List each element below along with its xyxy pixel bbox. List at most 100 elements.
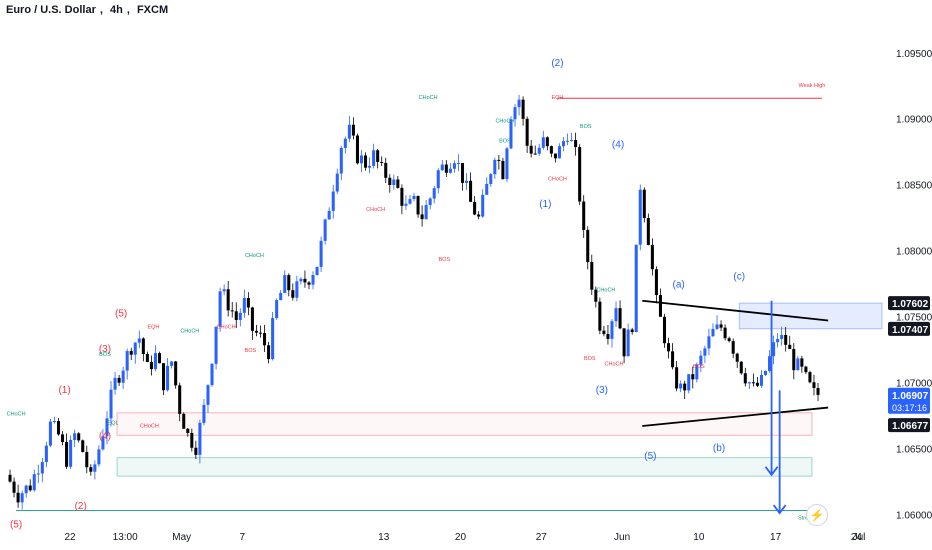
candle-body bbox=[125, 351, 129, 371]
annotation-label: (3) bbox=[596, 385, 608, 396]
candle-body bbox=[287, 275, 291, 291]
candle-body bbox=[202, 404, 206, 423]
candle-body bbox=[501, 160, 505, 180]
candle-body bbox=[24, 485, 28, 494]
candle-body bbox=[578, 147, 582, 202]
annotation-label: (1) bbox=[539, 199, 551, 210]
annotation-label: (3) bbox=[99, 344, 111, 355]
y-tick-label: 1.08000 bbox=[896, 247, 932, 258]
candle-body bbox=[715, 324, 719, 329]
x-tick-label: 24 bbox=[851, 532, 863, 543]
candle-body bbox=[557, 146, 561, 159]
candle-body bbox=[303, 278, 307, 283]
annotation-label: BOS bbox=[499, 138, 511, 144]
candle-body bbox=[772, 342, 776, 357]
candle-body bbox=[521, 99, 525, 119]
price-label-box bbox=[888, 418, 930, 433]
annotation-label: CHoCH bbox=[419, 95, 438, 101]
zone-rect bbox=[116, 412, 813, 436]
candle-body bbox=[258, 332, 263, 334]
candle-body bbox=[190, 432, 194, 448]
candle-body bbox=[101, 436, 105, 450]
candle-body bbox=[460, 163, 465, 183]
price-label-text: 1.06907 bbox=[892, 391, 929, 402]
annotation-label: BOS bbox=[580, 124, 592, 130]
candle-body bbox=[81, 440, 85, 452]
candle-body bbox=[254, 330, 258, 333]
candle-body bbox=[780, 334, 784, 340]
candle-body bbox=[113, 377, 117, 390]
annotation-label: CHoCH bbox=[495, 119, 514, 125]
candle-body bbox=[529, 145, 533, 154]
candle-body bbox=[311, 274, 315, 285]
candle-body bbox=[133, 342, 137, 355]
annotation-label: Weak High bbox=[799, 83, 826, 89]
candle-body bbox=[359, 155, 364, 164]
candle-body bbox=[469, 180, 473, 202]
price-label-text: 1.07602 bbox=[892, 299, 929, 310]
candle-body bbox=[16, 492, 20, 503]
candle-body bbox=[812, 382, 816, 388]
candle-body bbox=[485, 183, 489, 195]
candle-body bbox=[77, 433, 81, 441]
annotation-label: CHoCH bbox=[7, 411, 26, 417]
candle-body bbox=[614, 308, 618, 322]
candle-body bbox=[743, 373, 747, 384]
candle-body bbox=[141, 338, 145, 355]
candle-body bbox=[222, 289, 226, 292]
candle-body bbox=[598, 301, 602, 331]
candle-body bbox=[182, 413, 186, 429]
candle-body bbox=[586, 229, 590, 263]
candle-body bbox=[493, 159, 497, 175]
annotation-label: (2) bbox=[75, 501, 87, 512]
annotation-label: BOS bbox=[693, 364, 705, 370]
y-tick-label: 1.09000 bbox=[896, 115, 932, 126]
candle-body bbox=[170, 361, 174, 366]
candle-body bbox=[372, 150, 376, 166]
candle-body bbox=[384, 162, 388, 178]
candle-body bbox=[675, 367, 679, 389]
candle-body bbox=[428, 198, 432, 205]
candle-body bbox=[396, 179, 400, 188]
lightning-icon[interactable]: ⚡ bbox=[806, 504, 828, 526]
candle-body bbox=[687, 374, 691, 391]
candle-body bbox=[8, 474, 12, 482]
candle-body bbox=[768, 356, 772, 371]
price-label-box bbox=[888, 296, 930, 311]
candle-body bbox=[157, 353, 162, 364]
candle-body bbox=[816, 387, 820, 395]
candle-body bbox=[105, 418, 109, 437]
candle-body bbox=[788, 344, 792, 350]
price-label-text: 1.06677 bbox=[892, 421, 929, 432]
candle-body bbox=[315, 266, 319, 275]
candle-body bbox=[602, 330, 606, 335]
x-tick-label: Jun bbox=[614, 532, 630, 543]
candle-body bbox=[707, 336, 711, 349]
candle-body bbox=[275, 300, 279, 319]
candle-body bbox=[174, 361, 178, 386]
candle-body bbox=[48, 421, 52, 446]
candle-body bbox=[513, 107, 517, 120]
candle-body bbox=[250, 307, 254, 331]
candle-body bbox=[85, 451, 89, 468]
candle-body bbox=[606, 334, 610, 339]
annotation-label: EQH bbox=[147, 324, 159, 330]
candle-body bbox=[129, 351, 133, 355]
candle-body bbox=[380, 161, 384, 163]
candle-body bbox=[436, 170, 440, 189]
candle-body bbox=[679, 383, 683, 389]
candle-body bbox=[347, 124, 351, 139]
candle-body bbox=[364, 155, 368, 168]
candle-body bbox=[56, 421, 61, 435]
candle-body bbox=[497, 159, 501, 161]
candle-body bbox=[808, 372, 812, 383]
candle-body bbox=[432, 188, 436, 199]
candle-body bbox=[218, 291, 222, 327]
candle-body bbox=[351, 124, 355, 136]
candle-body bbox=[444, 164, 448, 173]
candle-body bbox=[416, 195, 420, 215]
annotation-label: (5) bbox=[115, 309, 127, 320]
candle-body bbox=[711, 328, 715, 337]
candle-body bbox=[800, 358, 804, 367]
